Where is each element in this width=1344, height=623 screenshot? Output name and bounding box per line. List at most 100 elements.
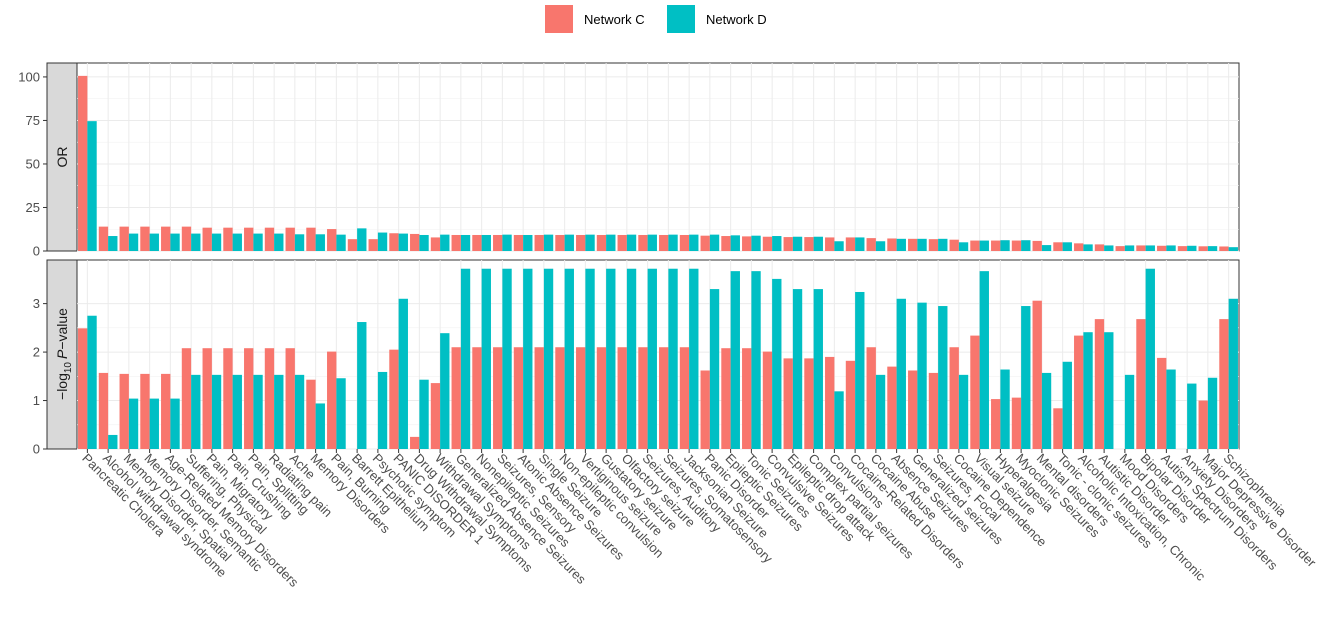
bar-or-network-d bbox=[481, 234, 491, 251]
bar-pvalue-network-d bbox=[149, 398, 159, 449]
bar-or-network-d bbox=[1228, 247, 1238, 251]
bar-or-network-c bbox=[783, 237, 793, 251]
bar-or-network-d bbox=[606, 234, 616, 251]
y-axis-p-value: 0 1 2 3 bbox=[33, 296, 47, 457]
bar-or-network-c bbox=[513, 234, 524, 251]
bar-or-network-d bbox=[1104, 245, 1114, 251]
bar-pvalue-network-d bbox=[1187, 383, 1197, 449]
bar-pvalue-network-c bbox=[596, 347, 607, 449]
bar-or-network-d bbox=[398, 233, 408, 251]
bar-pvalue-network-d bbox=[917, 302, 927, 449]
bar-pvalue-network-d bbox=[357, 322, 367, 449]
bar-or-network-d bbox=[626, 234, 637, 251]
bar-pvalue-network-c bbox=[285, 348, 295, 449]
bar-pvalue-network-d bbox=[1021, 306, 1031, 449]
bar-pvalue-network-c bbox=[762, 351, 773, 449]
bar-or-network-c bbox=[1074, 243, 1084, 251]
bar-or-network-c bbox=[928, 239, 939, 251]
bar-pvalue-network-c bbox=[181, 348, 192, 449]
y-tick-label: 3 bbox=[33, 296, 40, 311]
bar-or-network-d bbox=[564, 234, 574, 251]
bar-pvalue-network-d bbox=[1104, 332, 1114, 449]
bar-pvalue-network-d bbox=[689, 268, 699, 449]
panel-odds-ratio-border bbox=[76, 62, 1240, 252]
bar-or-network-d bbox=[979, 240, 989, 251]
bar-or-network-d bbox=[689, 234, 699, 251]
bar-or-network-d bbox=[1021, 240, 1031, 251]
bar-pvalue-network-d bbox=[211, 374, 222, 449]
bar-or-network-d bbox=[668, 234, 678, 251]
bar-pvalue-network-c bbox=[638, 347, 648, 449]
y-tick-label: 100 bbox=[18, 69, 40, 84]
bar-pvalue-network-c bbox=[493, 347, 503, 449]
bar-or-network-d bbox=[460, 234, 471, 251]
bar-pvalue-network-c bbox=[389, 349, 399, 449]
bar-pvalue-network-d bbox=[958, 374, 969, 449]
bar-or-network-d bbox=[149, 233, 159, 251]
bar-or-network-c bbox=[98, 226, 109, 251]
bar-pvalue-network-d bbox=[377, 371, 388, 449]
y-tick-label: 1 bbox=[33, 393, 40, 408]
legend-label-network-c: Network C bbox=[584, 12, 645, 27]
bar-pvalue-network-d bbox=[896, 298, 906, 449]
bar-pvalue-network-d bbox=[1083, 332, 1093, 449]
y-tick-label: 50 bbox=[26, 156, 40, 171]
bar-pvalue-network-c bbox=[659, 347, 669, 449]
bar-or-network-d bbox=[1124, 245, 1135, 251]
bar-or-network-d bbox=[294, 234, 305, 251]
bar-or-network-c bbox=[119, 226, 129, 251]
bar-pvalue-network-c bbox=[576, 347, 586, 449]
strip-label-odds-ratio: OR bbox=[54, 147, 70, 168]
bar-or-network-c bbox=[347, 239, 358, 251]
bar-pvalue-network-d bbox=[108, 434, 118, 449]
bar-pvalue-network-c bbox=[1219, 319, 1229, 449]
bar-or-network-c bbox=[970, 240, 980, 251]
bar-or-network-d bbox=[647, 234, 657, 251]
bar-or-network-d bbox=[917, 238, 927, 251]
bar-pvalue-network-d bbox=[315, 403, 325, 449]
y-tick-label: 0 bbox=[33, 442, 40, 457]
bar-pvalue-network-c bbox=[430, 383, 441, 449]
strip-odds-ratio bbox=[46, 62, 78, 252]
bar-pvalue-network-c bbox=[700, 370, 710, 449]
bar-pvalue-network-d bbox=[938, 306, 948, 449]
legend-label-network-d: Network D bbox=[706, 12, 767, 27]
bar-or-network-d bbox=[1062, 242, 1072, 251]
strip-label-p-value: −log10 P−value bbox=[54, 308, 74, 400]
bar-pvalue-network-c bbox=[451, 347, 461, 449]
bar-or-network-c bbox=[1136, 245, 1146, 251]
bar-or-network-d bbox=[128, 233, 139, 251]
bar-or-network-d bbox=[502, 234, 512, 251]
bar-or-network-c bbox=[451, 234, 461, 251]
bar-pvalue-network-c bbox=[472, 347, 482, 449]
bar-pvalue-network-c bbox=[555, 347, 565, 449]
bar-or-network-c bbox=[596, 234, 607, 251]
bar-pvalue-network-d bbox=[730, 271, 740, 449]
bar-or-network-d bbox=[357, 228, 367, 251]
bar-or-network-c bbox=[223, 227, 233, 251]
bar-pvalue-network-d bbox=[502, 268, 512, 449]
bar-pvalue-network-d bbox=[1207, 377, 1218, 449]
bar-or-network-c bbox=[285, 227, 295, 251]
bar-or-network-c bbox=[1157, 245, 1167, 251]
bar-pvalue-network-c bbox=[410, 436, 420, 449]
bar-pvalue-network-c bbox=[140, 373, 150, 449]
bar-or-network-d bbox=[1187, 245, 1197, 251]
bar-or-network-c bbox=[472, 234, 482, 251]
bar-or-network-d bbox=[108, 236, 118, 251]
bar-pvalue-network-c bbox=[1094, 319, 1105, 449]
bar-or-network-c bbox=[1011, 240, 1022, 251]
bar-or-network-c bbox=[1177, 246, 1188, 251]
bar-or-network-c bbox=[576, 234, 586, 251]
legend-key-network-d bbox=[667, 5, 695, 33]
bar-or-network-c bbox=[78, 75, 88, 251]
bar-pvalue-network-d bbox=[274, 374, 284, 449]
bar-pvalue-network-d bbox=[1041, 372, 1052, 449]
bar-or-network-c bbox=[1219, 246, 1229, 251]
bar-or-network-c bbox=[244, 227, 254, 251]
bar-or-network-c bbox=[534, 234, 544, 251]
bar-or-network-c bbox=[389, 233, 399, 251]
panel-p-value: −log10 P−value 0 1 2 3 bbox=[33, 259, 1240, 457]
y-axis-odds-ratio: 0 25 50 75 100 bbox=[18, 69, 47, 259]
